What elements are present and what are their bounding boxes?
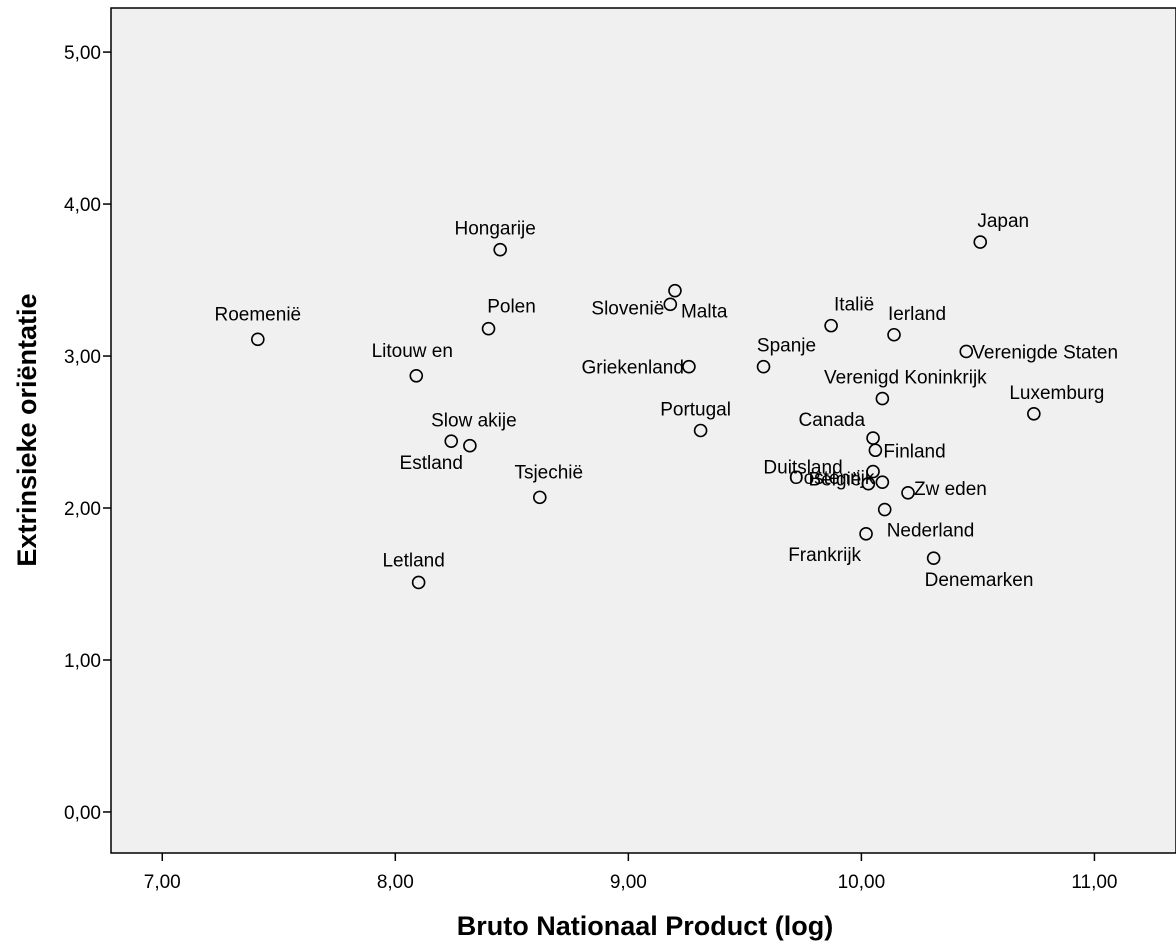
data-point xyxy=(973,235,988,249)
x-tick-label: 7,00 xyxy=(144,872,181,893)
point-label: Portugal xyxy=(660,400,731,421)
x-axis: 7,00 8,00 9,00 10,00 11,00 xyxy=(144,853,1118,893)
data-point xyxy=(877,502,892,517)
point-label: Litouw en xyxy=(372,341,453,362)
data-point xyxy=(532,490,547,505)
point-label: Polen xyxy=(487,297,536,318)
x-tick-label: 9,00 xyxy=(610,872,647,893)
y-axis: 0,00 1,00 2,00 3,00 4,00 5,00 xyxy=(64,43,111,824)
data-point xyxy=(409,368,424,383)
point-label: Verenigde Staten xyxy=(972,342,1118,363)
point-label: Slow akije xyxy=(431,411,517,432)
data-point xyxy=(859,527,873,541)
data-point xyxy=(875,475,890,489)
point-label: België xyxy=(809,470,862,491)
y-tick-label: 1,00 xyxy=(64,651,101,672)
point-label: Slovenië xyxy=(591,298,664,319)
data-point xyxy=(481,321,496,336)
x-tick-label: 8,00 xyxy=(377,872,414,893)
y-tick-label: 2,00 xyxy=(64,499,101,520)
data-point xyxy=(756,359,771,374)
point-label: Tsjechië xyxy=(514,462,583,483)
y-tick-label: 0,00 xyxy=(64,803,101,824)
data-point xyxy=(463,438,477,453)
data-point xyxy=(693,423,708,438)
point-label: Oostenrijk xyxy=(789,468,875,489)
data-point xyxy=(411,575,426,590)
point-label: Ierland xyxy=(888,304,946,325)
point-label: Frankrijk xyxy=(788,545,861,566)
data-point xyxy=(668,283,682,298)
point-label: Roemenië xyxy=(215,304,302,325)
data-point xyxy=(901,486,915,500)
point-labels: Roemenië Litouw en Slow akije Estland Letlan… xyxy=(215,211,1119,591)
data-point xyxy=(663,297,678,312)
data-point xyxy=(868,443,883,458)
data-point xyxy=(926,551,941,565)
data-point xyxy=(866,464,880,479)
point-label: Zw eden xyxy=(914,479,987,500)
point-label: Japan xyxy=(977,211,1029,232)
point-label: Canada xyxy=(798,410,865,431)
x-axis-title: Bruto Nationaal Product (log) xyxy=(457,911,833,941)
x-tick-label: 10,00 xyxy=(838,872,886,893)
data-point xyxy=(875,391,890,406)
point-label: Verenigd Koninkrijk xyxy=(824,368,987,389)
data-point xyxy=(861,476,876,491)
point-label: Hongarije xyxy=(455,219,536,240)
y-axis-title: Extrinsieke oriëntatie xyxy=(12,293,42,566)
data-points xyxy=(251,235,1041,590)
point-label: Spanje xyxy=(757,336,816,357)
point-label: Estland xyxy=(400,453,463,474)
data-point xyxy=(959,344,974,359)
point-label: Letland xyxy=(382,550,444,571)
point-label: Nederland xyxy=(887,521,975,542)
y-tick-label: 3,00 xyxy=(64,347,101,368)
data-point xyxy=(444,434,459,448)
data-point xyxy=(1027,406,1041,421)
data-point xyxy=(824,318,838,333)
plot-area xyxy=(110,7,1176,854)
point-label: Italië xyxy=(834,295,874,316)
y-tick-label: 5,00 xyxy=(64,43,101,64)
data-point xyxy=(887,327,901,342)
point-label: Denemarken xyxy=(925,570,1034,591)
point-label: Duitsland xyxy=(763,458,842,479)
data-point xyxy=(251,332,265,347)
data-point xyxy=(493,242,507,257)
point-label: Malta xyxy=(681,302,728,323)
x-tick-label: 11,00 xyxy=(1071,872,1117,893)
y-tick-label: 4,00 xyxy=(64,195,101,216)
data-point xyxy=(682,359,696,374)
point-label: Griekenland xyxy=(581,358,683,379)
point-label: Finland xyxy=(883,441,945,462)
point-label: Luxemburg xyxy=(1009,383,1104,404)
